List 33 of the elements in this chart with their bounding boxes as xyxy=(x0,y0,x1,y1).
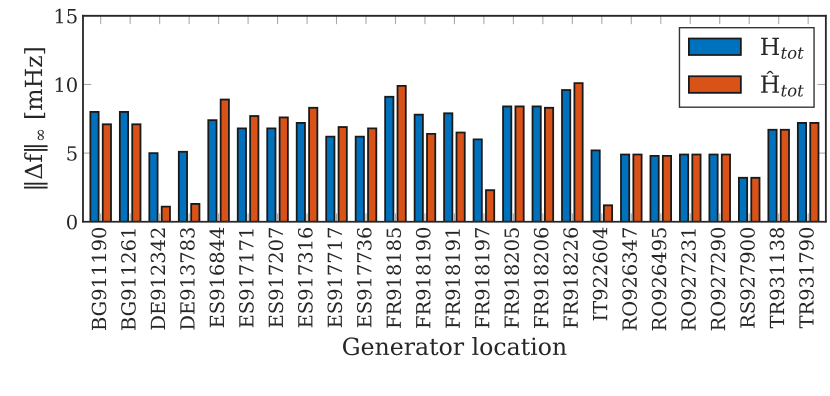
legend-label: Ĥ$_{tot}$ xyxy=(761,70,804,97)
x-tick-label: FR918197 xyxy=(474,228,490,328)
x-tick-label: IT922604 xyxy=(592,228,608,320)
y-tick-label: 0 xyxy=(67,214,77,230)
x-tick-label: ES917736 xyxy=(356,228,372,328)
y-tick-label: 15 xyxy=(56,8,77,24)
y-axis-title: ‖Δf‖$_{∞}$ [mHz] xyxy=(24,48,48,188)
x-tick-label: RS927900 xyxy=(740,228,755,328)
x-tick-label: ES917171 xyxy=(239,229,254,328)
x-tick-label: FR918226 xyxy=(563,228,578,328)
legend-label: H$_{tot}$ xyxy=(761,38,804,59)
x-tick-label: BG911190 xyxy=(92,228,106,330)
y-tick-label: 10 xyxy=(56,77,77,92)
y-tick-label: 5 xyxy=(67,146,77,161)
x-tick-label: FR918185 xyxy=(386,228,402,328)
x-tick-label: RO927231 xyxy=(681,229,696,330)
x-tick-label: ES917207 xyxy=(268,228,284,328)
x-tick-label: ES917717 xyxy=(327,228,342,328)
x-tick-label: FR918190 xyxy=(416,228,431,328)
x-axis-title: Generator location xyxy=(343,336,566,356)
x-tick-label: ES916844 xyxy=(210,228,224,328)
x-tick-label: RO927290 xyxy=(710,228,726,330)
x-tick-label: DE913783 xyxy=(180,228,195,330)
x-tick-label: ES917316 xyxy=(298,228,313,328)
x-tick-label: FR918206 xyxy=(534,228,548,328)
x-tick-label: RO926347 xyxy=(622,228,637,330)
x-tick-label: RO926495 xyxy=(652,228,666,330)
x-tick-label: FR918205 xyxy=(504,228,520,328)
x-tick-label: DE912342 xyxy=(150,228,166,330)
x-tick-label: FR918191 xyxy=(445,229,460,328)
x-tick-label: BG911261 xyxy=(121,229,136,330)
x-tick-label: TR931790 xyxy=(799,228,814,328)
x-tick-label: TR931138 xyxy=(770,228,784,328)
